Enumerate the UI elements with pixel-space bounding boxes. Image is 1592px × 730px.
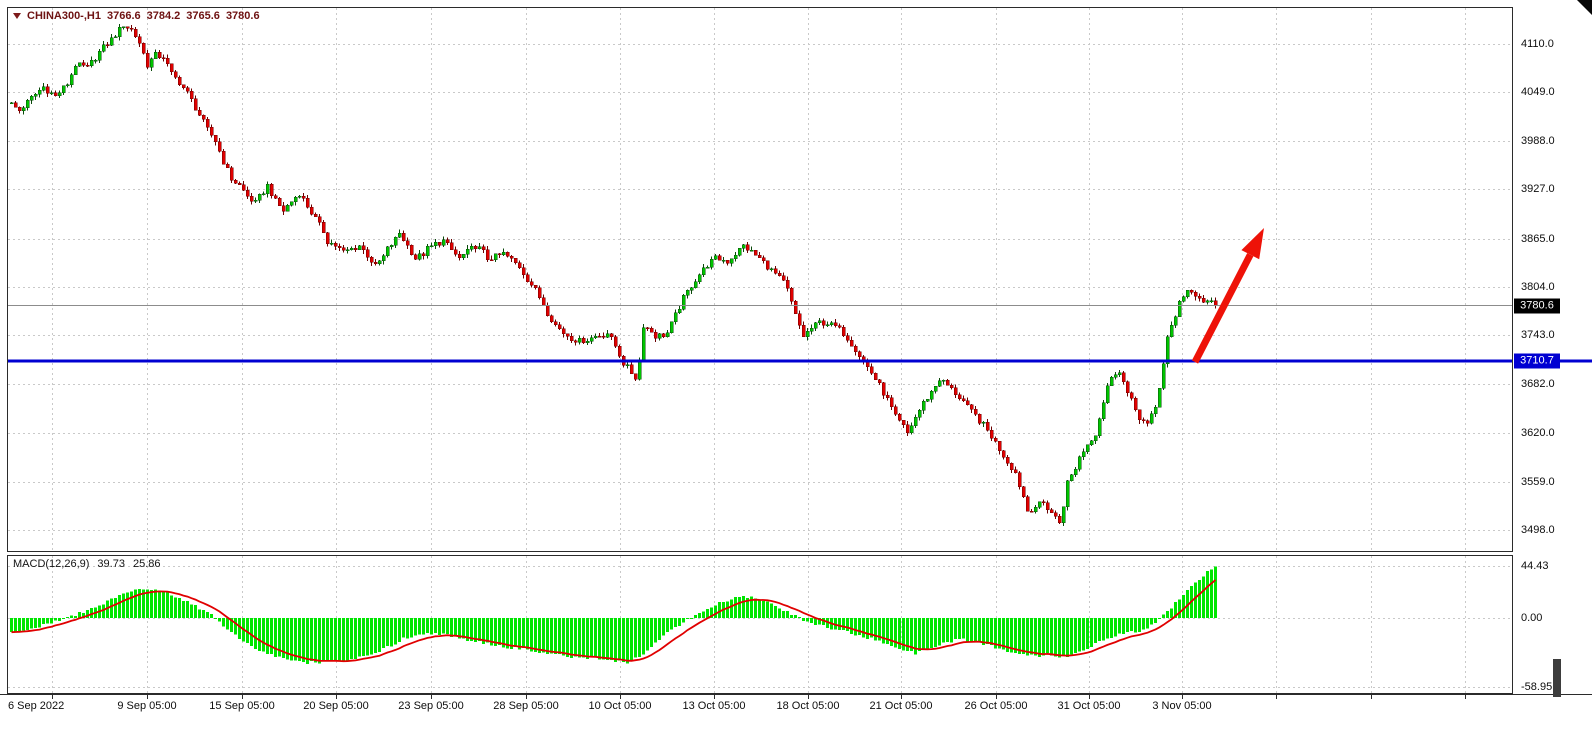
- price-tick-label: 3620.0: [1521, 427, 1555, 440]
- open-value: 3766.6: [106, 10, 141, 22]
- high-value: 3784.2: [146, 10, 181, 22]
- time-axis-label: 28 Sep 05:00: [493, 700, 559, 712]
- low-value: 3765.6: [186, 10, 220, 22]
- macd-chart-canvas[interactable]: [8, 556, 1512, 693]
- macd-indicator-panel: MACD(12,26,9) 39.73 25.86: [7, 555, 1513, 694]
- time-axis-label: 6 Sep 2022: [8, 700, 65, 712]
- macd-label: MACD(12,26,9): [13, 558, 90, 570]
- macd-tick-label: 0.00: [1521, 612, 1543, 624]
- price-chart-canvas[interactable]: [8, 8, 1512, 551]
- macd-tick-label: -58.95: [1521, 681, 1553, 693]
- price-tick-label: 4110.0: [1521, 38, 1554, 50]
- time-axis-label: 21 Oct 05:00: [869, 700, 933, 712]
- macd-tick-label: 44.43: [1521, 560, 1549, 572]
- time-axis-tick: [336, 695, 337, 699]
- time-axis-tick: [526, 695, 527, 699]
- symbol-label: CHINA300-,H1: [27, 10, 101, 22]
- time-axis-label: 31 Oct 05:00: [1057, 700, 1121, 712]
- time-axis-label: 20 Sep 05:00: [303, 700, 369, 712]
- time-axis-tick: [1465, 695, 1466, 699]
- time-axis-label: 10 Oct 05:00: [588, 700, 652, 712]
- time-axis[interactable]: 6 Sep 2022 9 Sep 05:00 15 Sep 05:00 20 Sep …: [0, 694, 1592, 721]
- price-tick-label: 3498.0: [1521, 524, 1555, 536]
- price-tick-label: 3559.0: [1521, 475, 1555, 488]
- time-axis-tick: [1089, 695, 1090, 699]
- price-tick-label: 3682.0: [1521, 377, 1555, 390]
- trend-arrow[interactable]: [1191, 228, 1264, 364]
- time-axis-tick: [996, 695, 997, 699]
- main-grid: [8, 8, 1512, 551]
- time-axis-tick: [901, 695, 902, 699]
- macd-info: MACD(12,26,9) 39.73 25.86: [13, 558, 160, 570]
- macd-value: 39.73: [97, 558, 125, 570]
- time-axis-tick: [431, 695, 432, 699]
- current-price-badge: 3780.6: [1514, 298, 1560, 314]
- time-axis-tick: [808, 695, 809, 699]
- price-tick-label: 3865.0: [1521, 232, 1555, 245]
- main-chart-panel: CHINA300-,H1 3766.6 3784.2 3765.6 3780.6: [7, 7, 1513, 552]
- chevron-down-icon: [13, 13, 21, 19]
- price-tick-label: 3804.0: [1521, 281, 1555, 293]
- time-axis-tick: [1182, 695, 1183, 699]
- time-axis-tick: [714, 695, 715, 699]
- price-tick-label: 3743.0: [1521, 329, 1555, 342]
- corner-flag-icon: [1577, 0, 1592, 15]
- price-tick-label: 3927.0: [1521, 183, 1555, 196]
- time-axis-tick: [52, 695, 53, 699]
- macd-signal-line: [11, 579, 1217, 663]
- candles-layer: [9, 23, 1218, 526]
- time-axis-label: 23 Sep 05:00: [398, 700, 464, 712]
- symbol-info: CHINA300-,H1 3766.6 3784.2 3765.6 3780.6: [13, 10, 260, 22]
- time-axis-label: 18 Oct 05:00: [776, 700, 840, 712]
- time-axis-label: 15 Sep 05:00: [209, 700, 275, 712]
- price-tick-label: 3988.0: [1521, 134, 1555, 147]
- macd-histogram: [10, 566, 1217, 664]
- price-axis[interactable]: 3780.6 3710.7 4110.0 4049.0 3988.0 3927.0 38…: [1514, 0, 1592, 730]
- time-axis-label: 13 Oct 05:00: [682, 700, 746, 712]
- macd-grid: [8, 556, 1512, 693]
- time-axis-tick: [242, 695, 243, 699]
- support-price-badge: 3710.7: [1514, 353, 1560, 369]
- time-axis-label: 3 Nov 05:00: [1152, 700, 1212, 712]
- time-axis-label: 9 Sep 05:00: [117, 700, 177, 712]
- time-axis-tick: [147, 695, 148, 699]
- time-axis-tick: [620, 695, 621, 699]
- price-tick-label: 4049.0: [1521, 86, 1555, 99]
- time-axis-label: 26 Oct 05:00: [964, 700, 1028, 712]
- time-axis-tick: [1371, 695, 1372, 699]
- scrollbar-thumb[interactable]: [1553, 659, 1561, 697]
- close-value: 3780.6: [225, 10, 260, 22]
- macd-signal-value: 25.86: [132, 558, 161, 570]
- time-axis-tick: [1276, 695, 1277, 699]
